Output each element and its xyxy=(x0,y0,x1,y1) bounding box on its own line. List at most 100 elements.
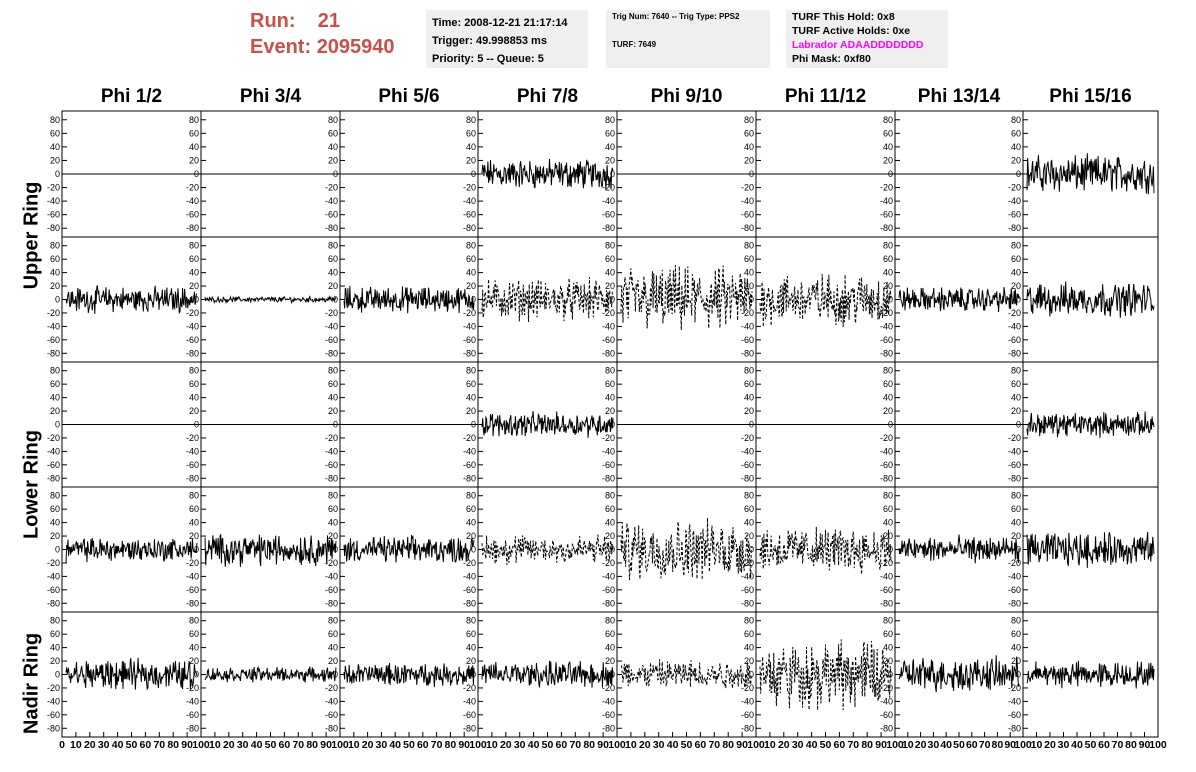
y-tick-label: 0 xyxy=(194,169,199,179)
y-tick-label: 0 xyxy=(55,295,60,305)
y-tick-label: 20 xyxy=(328,656,338,666)
x-tick-label: 80 xyxy=(1125,739,1137,751)
y-tick-label: 60 xyxy=(883,254,893,264)
trace-solid xyxy=(481,411,614,438)
x-tick-label: 50 xyxy=(681,739,693,751)
trace-solid xyxy=(65,657,198,691)
y-tick-label: -80 xyxy=(47,723,60,733)
y-tick-label: 80 xyxy=(744,366,754,376)
y-tick-label: -20 xyxy=(47,183,60,193)
y-tick-label: 0 xyxy=(1016,545,1021,555)
y-tick-label: 80 xyxy=(605,115,615,125)
y-tick-label: 0 xyxy=(888,670,893,680)
y-tick-label: 0 xyxy=(471,420,476,430)
x-tick-label: 100 xyxy=(331,739,349,751)
y-tick-label: -20 xyxy=(741,308,754,318)
y-tick-label: -40 xyxy=(463,571,476,581)
y-tick-label: 40 xyxy=(744,268,754,278)
y-tick-label: 40 xyxy=(744,518,754,528)
x-tick-label: 40 xyxy=(806,739,818,751)
y-tick-label: 80 xyxy=(466,366,476,376)
y-tick-label: 20 xyxy=(1011,406,1021,416)
x-tick-label: 90 xyxy=(597,739,609,751)
x-tick-label: 90 xyxy=(181,739,193,751)
y-tick-label: 60 xyxy=(50,254,60,264)
y-tick-label: -60 xyxy=(602,585,615,595)
y-tick-label: 80 xyxy=(1011,241,1021,251)
y-tick-label: 60 xyxy=(605,254,615,264)
y-tick-label: -60 xyxy=(1008,210,1021,220)
y-tick-label: 80 xyxy=(744,115,754,125)
y-tick-label: -20 xyxy=(741,183,754,193)
y-tick-label: -40 xyxy=(880,696,893,706)
y-tick-label: 20 xyxy=(466,531,476,541)
y-tick-label: -40 xyxy=(741,446,754,456)
y-tick-label: -60 xyxy=(47,710,60,720)
y-tick-label: 60 xyxy=(744,504,754,514)
y-tick-label: -40 xyxy=(1008,196,1021,206)
trace-solid xyxy=(481,158,614,190)
y-tick-label: 80 xyxy=(50,115,60,125)
trigger-text: Trigger: 49.998853 ms xyxy=(432,35,547,47)
y-tick-label: 60 xyxy=(189,128,199,138)
y-tick-label: -40 xyxy=(741,196,754,206)
y-tick-label: 60 xyxy=(50,629,60,639)
y-tick-label: 60 xyxy=(189,379,199,389)
x-tick-label: 30 xyxy=(514,739,526,751)
y-tick-label: -20 xyxy=(463,183,476,193)
y-tick-label: -60 xyxy=(741,210,754,220)
y-tick-label: 20 xyxy=(466,281,476,291)
y-tick-label: 40 xyxy=(883,268,893,278)
y-tick-label: -60 xyxy=(463,335,476,345)
x-tick-label: 70 xyxy=(431,739,443,751)
x-tick-label: 30 xyxy=(376,739,388,751)
y-tick-label: -80 xyxy=(602,348,615,358)
y-tick-label: 40 xyxy=(328,268,338,278)
priority-text: Priority: 5 -- Queue: 5 xyxy=(432,53,544,65)
y-tick-label: -40 xyxy=(325,196,338,206)
x-tick-label: 90 xyxy=(1004,739,1016,751)
y-tick-label: 40 xyxy=(744,643,754,653)
y-tick-label: 40 xyxy=(1011,393,1021,403)
y-tick-label: 20 xyxy=(744,656,754,666)
y-tick-label: -80 xyxy=(325,723,338,733)
x-tick-label: 100 xyxy=(1149,739,1167,751)
y-tick-label: -20 xyxy=(325,183,338,193)
y-tick-label: -20 xyxy=(47,683,60,693)
x-tick-label: 80 xyxy=(861,739,873,751)
y-tick-label: -80 xyxy=(880,223,893,233)
y-tick-label: 0 xyxy=(1016,169,1021,179)
y-tick-label: -20 xyxy=(1008,433,1021,443)
column-title: Phi 7/8 xyxy=(516,86,579,107)
y-tick-label: -60 xyxy=(1008,460,1021,470)
y-tick-label: -60 xyxy=(1008,335,1021,345)
x-tick-label: 40 xyxy=(667,739,679,751)
y-tick-label: 80 xyxy=(50,366,60,376)
x-tick-label: 10 xyxy=(209,739,221,751)
y-tick-label: -60 xyxy=(463,460,476,470)
y-tick-label: 40 xyxy=(883,518,893,528)
y-tick-label: -20 xyxy=(880,433,893,443)
y-tick-label: 60 xyxy=(1011,629,1021,639)
x-tick-label: 60 xyxy=(417,739,429,751)
y-tick-label: -40 xyxy=(880,571,893,581)
time-text: Time: 2008-12-21 21:17:14 xyxy=(432,17,568,29)
y-tick-label: 0 xyxy=(610,545,615,555)
y-tick-label: 40 xyxy=(50,518,60,528)
trace-solid xyxy=(1026,411,1155,439)
trace-solid xyxy=(343,285,475,314)
y-tick-label: 40 xyxy=(50,268,60,278)
y-tick-label: -20 xyxy=(186,433,199,443)
y-tick-label: -80 xyxy=(880,723,893,733)
y-tick-label: 40 xyxy=(744,142,754,152)
y-tick-label: 40 xyxy=(328,393,338,403)
column-title: Phi 9/10 xyxy=(650,86,723,107)
y-tick-label: -20 xyxy=(47,433,60,443)
y-tick-label: -80 xyxy=(186,348,199,358)
y-tick-label: 40 xyxy=(605,393,615,403)
y-tick-label: -60 xyxy=(741,710,754,720)
y-tick-label: 60 xyxy=(744,254,754,264)
y-tick-label: 20 xyxy=(328,155,338,165)
trace-dashed xyxy=(759,274,892,328)
y-tick-label: -80 xyxy=(47,223,60,233)
